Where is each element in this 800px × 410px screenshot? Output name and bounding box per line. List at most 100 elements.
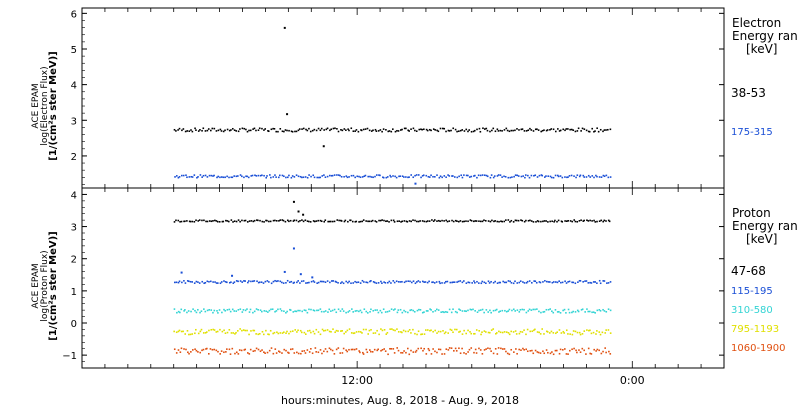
data-point bbox=[359, 176, 362, 179]
data-point bbox=[605, 174, 608, 177]
data-point bbox=[388, 310, 391, 312]
data-point bbox=[564, 280, 566, 283]
data-point bbox=[228, 281, 231, 284]
data-point bbox=[310, 331, 312, 334]
data-point bbox=[457, 220, 460, 223]
data-point bbox=[357, 130, 360, 133]
data-point bbox=[222, 176, 225, 179]
data-point bbox=[565, 353, 568, 355]
data-point bbox=[507, 280, 510, 282]
data-point bbox=[481, 331, 483, 333]
data-point bbox=[192, 308, 194, 310]
data-point bbox=[184, 309, 186, 311]
data-point bbox=[263, 221, 265, 223]
data-point bbox=[219, 176, 221, 179]
data-point bbox=[403, 350, 405, 352]
data-point bbox=[193, 282, 196, 284]
data-point bbox=[483, 281, 486, 284]
data-point bbox=[436, 351, 438, 354]
y-tick-label: 4 bbox=[71, 190, 77, 201]
data-point bbox=[587, 174, 590, 177]
data-point bbox=[452, 308, 454, 311]
plot-frame-1 bbox=[81, 187, 725, 369]
data-point bbox=[439, 127, 442, 130]
data-point bbox=[465, 353, 467, 355]
data-point bbox=[346, 350, 349, 353]
data-point bbox=[202, 348, 205, 351]
data-point bbox=[334, 331, 336, 334]
data-point bbox=[454, 347, 457, 350]
data-point bbox=[281, 219, 284, 221]
data-point bbox=[391, 328, 393, 330]
data-point bbox=[390, 282, 392, 284]
data-point bbox=[429, 308, 431, 310]
data-point bbox=[209, 129, 212, 132]
data-point bbox=[439, 330, 442, 333]
data-point bbox=[555, 332, 557, 335]
data-point bbox=[261, 174, 263, 177]
data-point bbox=[286, 219, 289, 222]
data-point bbox=[381, 130, 383, 133]
data-point bbox=[490, 311, 492, 314]
data-point bbox=[496, 220, 499, 223]
data-point bbox=[487, 220, 490, 222]
data-point bbox=[392, 128, 394, 130]
data-point bbox=[552, 311, 555, 314]
data-point bbox=[306, 311, 309, 314]
data-point bbox=[337, 174, 340, 176]
data-point bbox=[434, 329, 436, 332]
data-point bbox=[299, 175, 302, 178]
data-point bbox=[183, 348, 185, 350]
y-axis-title-line: [1/(cm²s ster MeV)] bbox=[48, 231, 59, 340]
data-point bbox=[497, 347, 500, 349]
data-point bbox=[407, 176, 409, 179]
data-point bbox=[607, 219, 610, 222]
data-point bbox=[335, 281, 338, 283]
data-point bbox=[292, 220, 295, 222]
data-point bbox=[218, 309, 221, 311]
data-point bbox=[508, 308, 511, 311]
data-point bbox=[312, 280, 315, 282]
data-point bbox=[263, 310, 266, 312]
data-point bbox=[545, 129, 548, 132]
legend-title-line: Electron bbox=[732, 16, 781, 30]
data-point bbox=[323, 129, 325, 131]
data-point bbox=[499, 129, 502, 132]
data-point bbox=[505, 281, 508, 284]
data-point bbox=[459, 280, 462, 282]
data-point bbox=[487, 331, 490, 334]
data-point bbox=[452, 281, 454, 283]
data-point bbox=[201, 129, 203, 132]
data-point bbox=[507, 176, 510, 179]
data-point bbox=[293, 176, 296, 178]
y-tick-label: 5 bbox=[71, 45, 77, 56]
data-point bbox=[539, 281, 542, 284]
data-point bbox=[575, 176, 577, 179]
data-point bbox=[348, 176, 350, 178]
data-point bbox=[441, 127, 444, 130]
data-point bbox=[372, 176, 374, 179]
data-point bbox=[362, 128, 365, 131]
data-point bbox=[432, 330, 434, 333]
data-point bbox=[595, 333, 597, 335]
data-point bbox=[530, 220, 533, 222]
data-point bbox=[319, 129, 322, 132]
data-point bbox=[390, 176, 392, 178]
data-point bbox=[593, 219, 595, 222]
data-point bbox=[178, 127, 181, 130]
data-point bbox=[502, 280, 504, 283]
data-point bbox=[594, 312, 596, 314]
data-point bbox=[266, 280, 269, 282]
data-point bbox=[191, 130, 194, 133]
data-point bbox=[340, 330, 342, 332]
data-point bbox=[545, 349, 548, 351]
data-point bbox=[465, 128, 468, 131]
data-point bbox=[447, 332, 450, 334]
data-point bbox=[505, 350, 507, 353]
data-point bbox=[266, 219, 268, 222]
data-point bbox=[403, 309, 405, 312]
data-point bbox=[362, 328, 365, 331]
data-point bbox=[554, 281, 557, 283]
data-point bbox=[446, 280, 449, 283]
data-point bbox=[199, 351, 202, 354]
